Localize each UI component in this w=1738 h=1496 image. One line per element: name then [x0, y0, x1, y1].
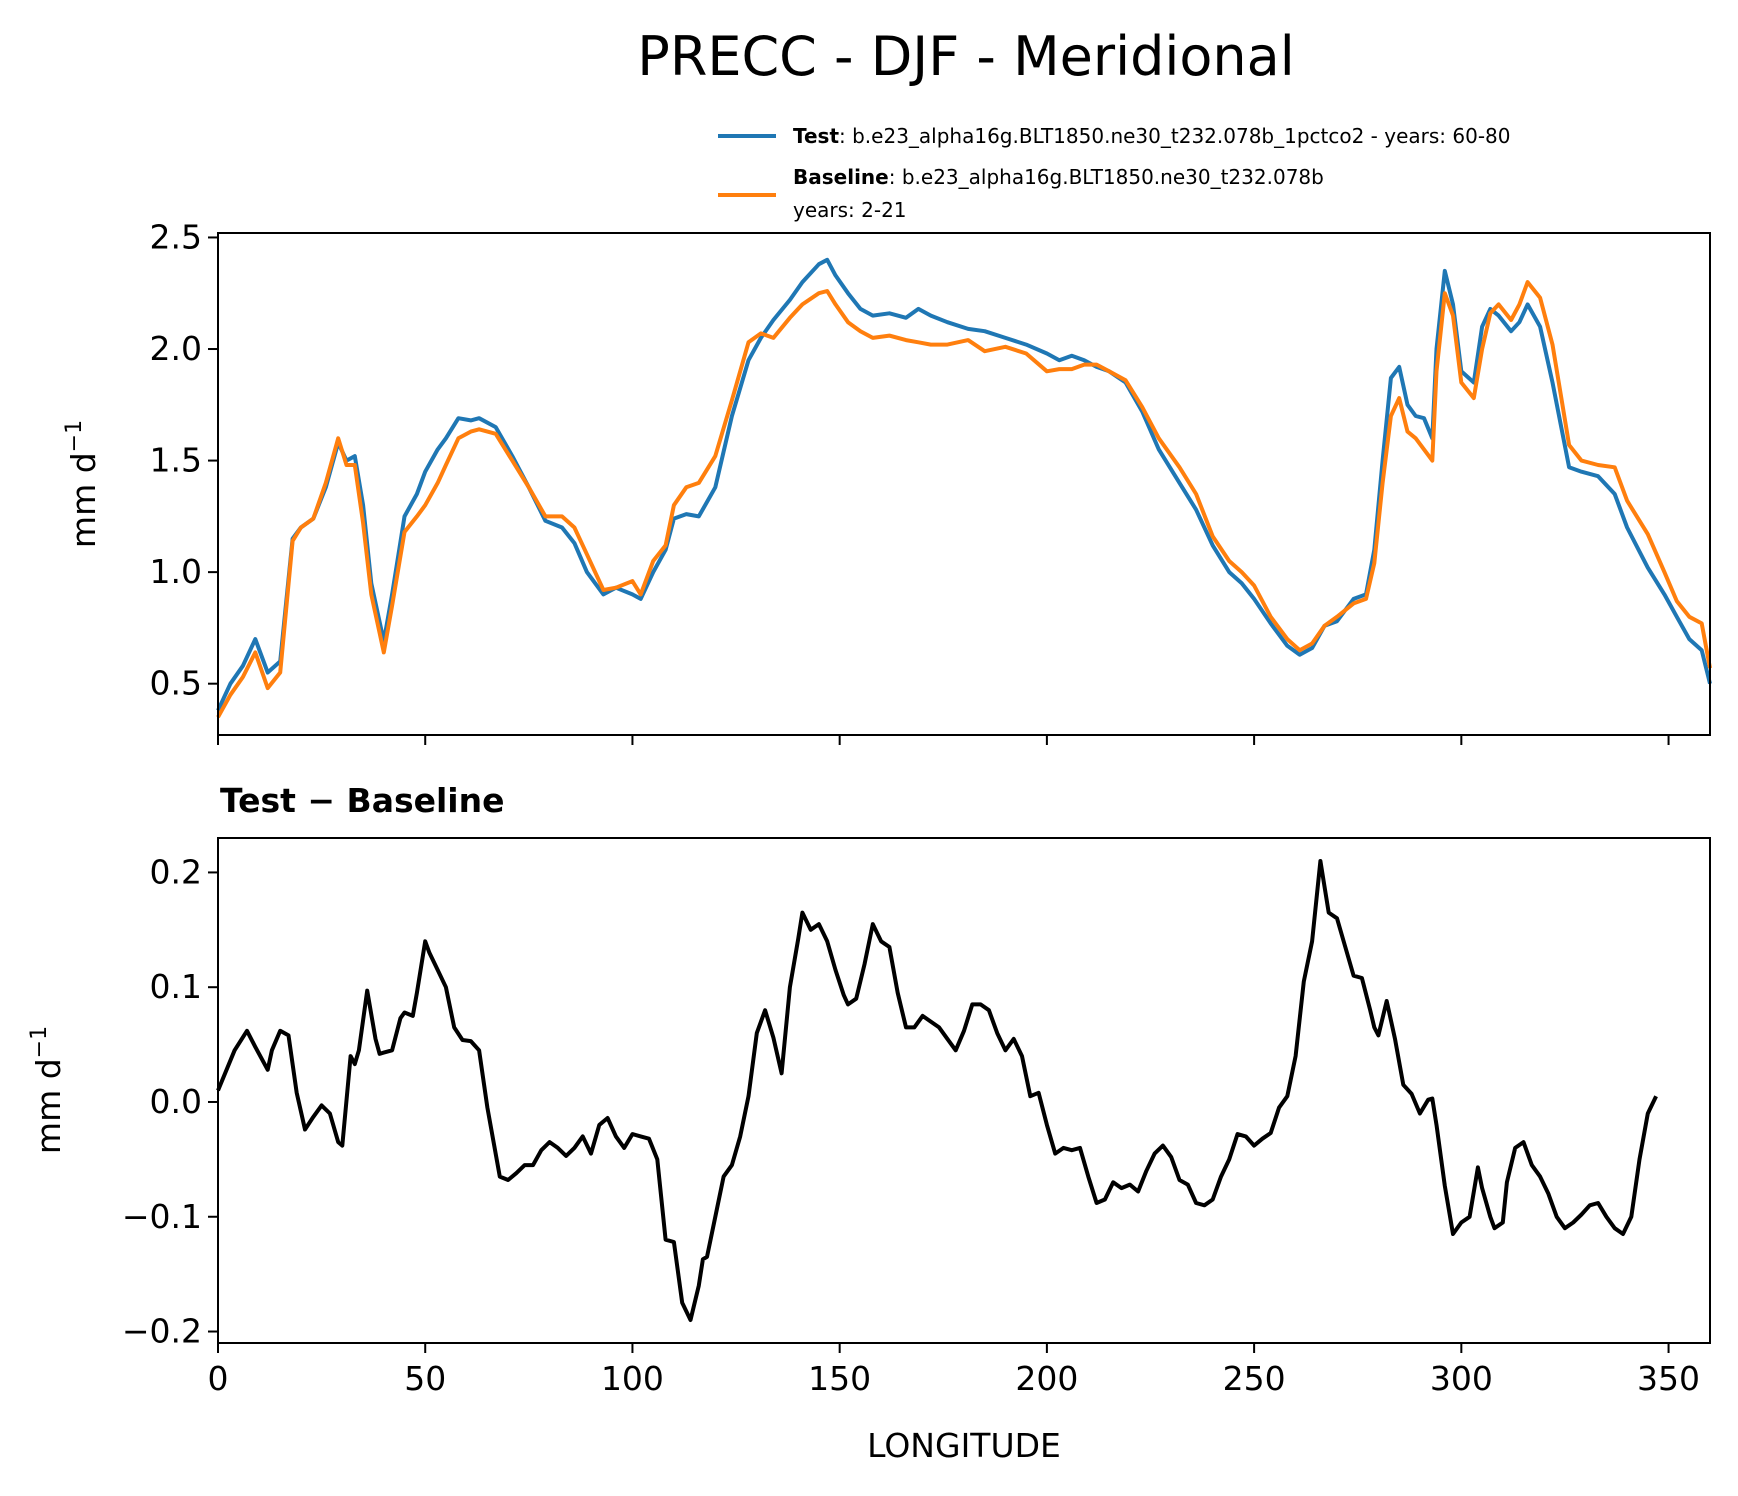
top-series — [216, 257, 1712, 719]
bottom-y-ticks: −0.2 −0.1 0.0 0.1 0.2 — [122, 852, 218, 1351]
x-axis-label: LONGITUDE — [867, 1426, 1061, 1465]
bottom-y-tick-label: 0.1 — [150, 967, 202, 1006]
bottom-y-tick-label: −0.1 — [122, 1197, 202, 1236]
legend-baseline-label: Baseline: b.e23_alpha16g.BLT1850.ne30_t2… — [793, 165, 1324, 189]
top-plot-frame — [217, 232, 1711, 736]
legend-baseline-desc2: years: 2-21 — [793, 198, 907, 222]
legend-baseline-name: Baseline — [793, 165, 889, 189]
bottom-x-tick-label: 50 — [404, 1359, 446, 1398]
top-y-axis-unit-exponent: −1 — [62, 420, 87, 452]
top-y-tick-label: 1.5 — [150, 441, 202, 480]
legend-test-name: Test — [793, 124, 839, 148]
chart-title: PRECC - DJF - Meridional — [637, 25, 1294, 88]
bottom-x-tick-label: 350 — [1637, 1359, 1700, 1398]
bottom-series-test-baseline — [216, 859, 1658, 1322]
top-y-axis-label: mm d−1 — [62, 420, 103, 548]
bottom-x-tick-label: 100 — [601, 1359, 664, 1398]
bottom-x-tick-label: 300 — [1430, 1359, 1493, 1398]
top-series-test — [216, 257, 1712, 712]
top-series-baseline — [216, 280, 1712, 719]
bottom-y-tick-label: 0.2 — [150, 852, 202, 891]
bottom-x-tick-label: 150 — [808, 1359, 871, 1398]
legend-test-desc: : b.e23_alpha16g.BLT1850.ne30_t232.078b_… — [839, 124, 1511, 148]
bottom-y-axis-label: mm d−1 — [27, 1026, 68, 1154]
top-x-ticks — [217, 735, 1670, 745]
top-y-tick-label: 0.5 — [150, 664, 202, 703]
top-y-tick-label: 2.5 — [150, 217, 202, 256]
top-panel: 0.5 1.0 1.5 2.0 2.5 mm d−1 — [62, 217, 1712, 745]
bottom-y-axis-unit: mm d — [29, 1058, 68, 1154]
bottom-y-tick-label: 0.0 — [150, 1082, 202, 1121]
legend-baseline-desc: : b.e23_alpha16g.BLT1850.ne30_t232.078b — [889, 165, 1324, 189]
legend-test-label: Test: b.e23_alpha16g.BLT1850.ne30_t232.0… — [793, 124, 1511, 148]
top-y-ticks: 0.5 1.0 1.5 2.0 2.5 — [150, 217, 218, 703]
bottom-y-tick-label: −0.2 — [122, 1312, 202, 1351]
bottom-series — [216, 859, 1658, 1322]
top-y-axis-unit: mm d — [64, 452, 103, 548]
bottom-y-axis-unit-exponent: −1 — [27, 1026, 52, 1058]
legend: Test: b.e23_alpha16g.BLT1850.ne30_t232.0… — [718, 124, 1511, 222]
bottom-panel: Test − Baseline −0.2 −0.1 0.0 0.1 0.2 0 50 100… — [27, 781, 1711, 1465]
top-y-tick-label: 2.0 — [150, 329, 202, 368]
top-y-tick-label: 1.0 — [150, 552, 202, 591]
bottom-x-tick-label: 250 — [1223, 1359, 1286, 1398]
bottom-plot-frame — [217, 837, 1711, 1344]
bottom-x-ticks: 0 50 100 150 200 250 300 350 — [208, 1343, 1700, 1398]
difference-subtitle: Test − Baseline — [220, 781, 505, 820]
bottom-x-tick-label: 0 — [208, 1359, 229, 1398]
bottom-x-tick-label: 200 — [1015, 1359, 1078, 1398]
